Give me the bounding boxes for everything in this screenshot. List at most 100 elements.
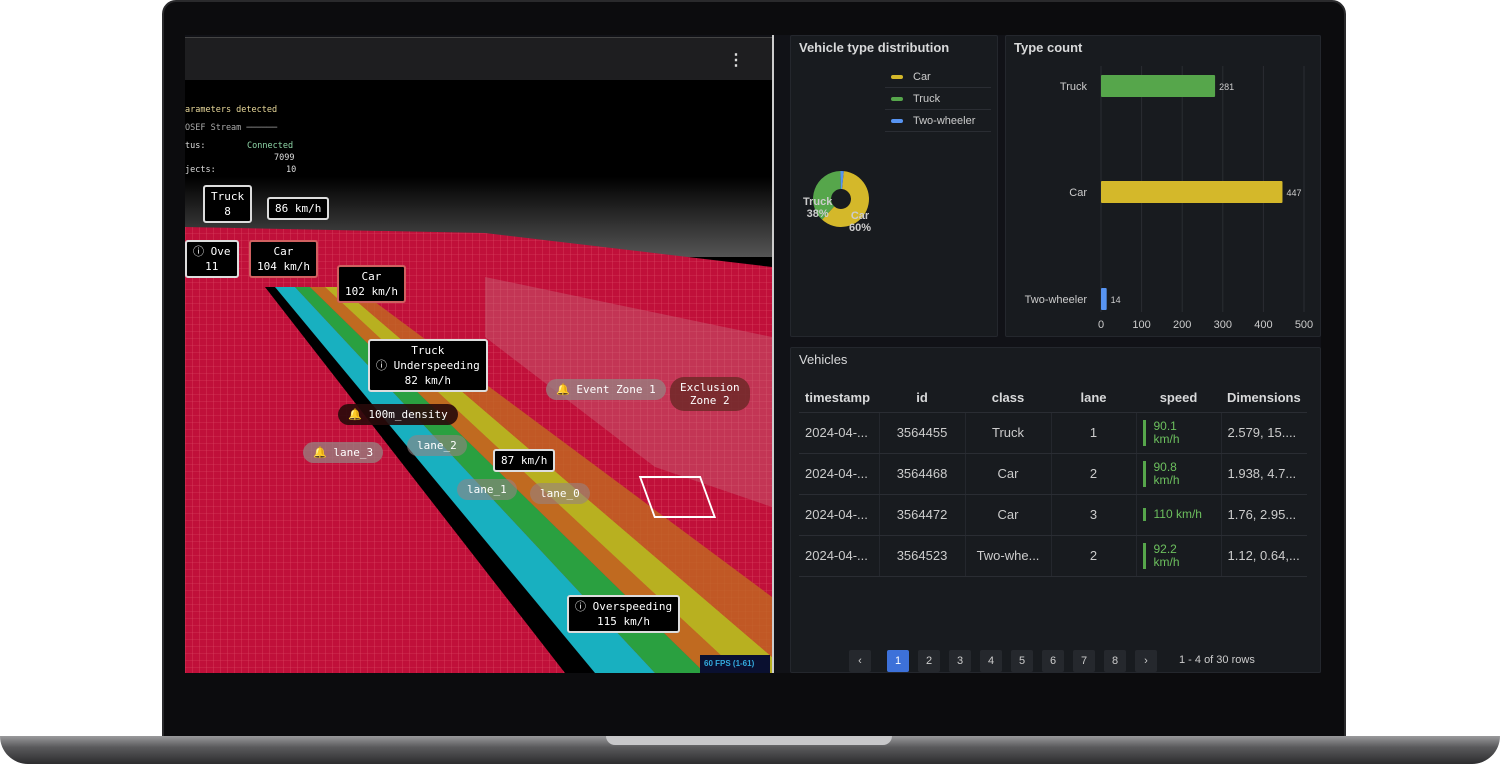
kebab-icon[interactable]: ⋮	[728, 52, 744, 69]
category-label: Car	[1069, 187, 1087, 199]
column-header[interactable]: Dimensions	[1221, 384, 1307, 413]
table-cell: 1.938, 4.7...	[1221, 453, 1307, 495]
table-cell: 110 km/h	[1136, 494, 1222, 536]
table-cell: 2	[1051, 453, 1137, 495]
legend-item-truck[interactable]: Truck	[885, 88, 991, 110]
page-button[interactable]: 7	[1073, 650, 1095, 672]
terminal-value: 7099	[274, 153, 295, 163]
panel-title: Type count	[1014, 40, 1083, 55]
table-cell: 2.579, 15....	[1221, 412, 1307, 454]
panel-title: Vehicle type distribution	[799, 40, 950, 55]
dashboard-screen: ⋮ arameters detected OSEF Stream ────── …	[185, 35, 1321, 673]
table-cell: 1.76, 2.95...	[1221, 494, 1307, 536]
table-cell: 3564523	[879, 535, 966, 577]
object-label[interactable]: 87 km/h	[493, 449, 556, 472]
object-label[interactable]: ⓘ Ove 11	[185, 240, 239, 278]
x-tick-label: 400	[1254, 319, 1272, 331]
object-label[interactable]: Car 102 km/h	[337, 265, 406, 303]
table-cell: 2024-04-...	[799, 453, 880, 495]
page-button[interactable]: 1	[887, 650, 909, 672]
bar-value-label: 281	[1219, 82, 1234, 92]
table-cell: 1.12, 0.64,...	[1221, 535, 1307, 577]
donut-slice[interactable]	[822, 171, 869, 227]
slice-label-truck: Truck 38%	[803, 196, 833, 220]
laptop-notch	[606, 736, 892, 745]
table-row[interactable]: 2024-04-... 3564523 Two-whe... 2 92.2 km/h 1.…	[799, 535, 1307, 577]
fps-counter: 60 FPS (1-61)	[700, 655, 770, 673]
prev-page-button[interactable]: ‹	[849, 650, 871, 672]
column-header[interactable]: lane	[1051, 384, 1136, 413]
type-count-panel: Type count 0 100 200 300 400 500 Truck 281 Car 44…	[1005, 35, 1321, 337]
table-cell: 90.8 km/h	[1136, 453, 1222, 495]
lane-pill[interactable]: lane_2	[407, 435, 467, 456]
object-label[interactable]: Truck ⓘ Underspeeding 82 km/h	[368, 339, 488, 392]
lane-pill[interactable]: lane_0	[530, 483, 590, 504]
split-divider[interactable]	[772, 35, 774, 673]
column-header[interactable]: class	[965, 384, 1051, 413]
terminal-value: 10	[286, 165, 297, 175]
table-cell: 3564472	[879, 494, 966, 536]
page-button[interactable]: 6	[1042, 650, 1064, 672]
legend-item-two-wheeler[interactable]: Two-wheeler	[885, 110, 991, 132]
bar-two-wheeler[interactable]	[1101, 288, 1107, 310]
object-label[interactable]: 86 km/h	[267, 197, 330, 220]
table-cell: 3564468	[879, 453, 966, 495]
table-row[interactable]: 2024-04-... 3564468 Car 2 90.8 km/h 1.938, 4.…	[799, 453, 1307, 495]
bar-chart: 0 100 200 300 400 500 Truck 281 Car 447 Two-wheele…	[1025, 66, 1313, 331]
category-label: Truck	[1060, 81, 1088, 93]
lane-pill[interactable]: 🔔 lane_3	[303, 442, 384, 463]
legend-item-car[interactable]: Car	[885, 66, 991, 88]
column-header[interactable]: id	[879, 384, 965, 413]
legend-label: Two-wheeler	[913, 115, 976, 127]
bar-value-label: 447	[1286, 188, 1301, 198]
lane-pill[interactable]: lane_1	[457, 479, 517, 500]
bar-truck[interactable]	[1101, 75, 1216, 97]
page-button[interactable]: 3	[949, 650, 971, 672]
table-cell: Truck	[965, 412, 1052, 454]
object-label[interactable]: Truck 8	[203, 185, 253, 223]
density-zone-pill[interactable]: 🔔 100m_density	[338, 404, 458, 425]
table-cell: 2024-04-...	[799, 535, 880, 577]
event-zone-pill[interactable]: 🔔 Event Zone 1	[546, 379, 666, 400]
table-cell: Car	[965, 494, 1052, 536]
terminal-line: OSEF Stream ──────	[185, 123, 278, 133]
table-cell: 92.2 km/h	[1136, 535, 1222, 577]
donut-slice[interactable]	[840, 171, 844, 190]
bar-car[interactable]	[1101, 181, 1283, 203]
vehicles-table: timestamp id class lane speed Dimensions…	[799, 384, 1307, 577]
zone-label: Event Zone 1	[576, 383, 656, 396]
x-tick-label: 0	[1098, 319, 1104, 331]
page-button[interactable]: 5	[1011, 650, 1033, 672]
x-tick-label: 500	[1295, 319, 1313, 331]
exclusion-zone-pill[interactable]: Exclusion Zone 2	[670, 377, 750, 411]
table-row[interactable]: 2024-04-... 3564472 Car 3 110 km/h 1.76, 2.95…	[799, 494, 1307, 536]
terminal-line: arameters detected	[185, 105, 278, 115]
page-button[interactable]: 8	[1104, 650, 1126, 672]
rows-summary: 1 - 4 of 30 rows	[1179, 654, 1255, 666]
legend-label: Car	[913, 71, 931, 83]
column-header[interactable]: timestamp	[799, 384, 879, 413]
page-button[interactable]: 4	[980, 650, 1002, 672]
table-cell: 2024-04-...	[799, 412, 880, 454]
donut-slice[interactable]	[813, 171, 841, 220]
page-button[interactable]: 2	[918, 650, 940, 672]
donut-chart	[813, 171, 869, 227]
column-header[interactable]: speed	[1136, 384, 1221, 413]
3d-viewer[interactable]: ⋮ arameters detected OSEF Stream ────── …	[185, 37, 772, 673]
viewer-header: ⋮	[185, 37, 772, 80]
x-tick-label: 100	[1132, 319, 1150, 331]
table-cell: 1	[1051, 412, 1137, 454]
x-tick-label: 200	[1173, 319, 1191, 331]
object-label[interactable]: Car 104 km/h	[249, 240, 318, 278]
vehicles-panel: Vehicles timestamp id class lane speed D…	[790, 347, 1321, 673]
table-cell: 3564455	[879, 412, 966, 454]
next-page-button[interactable]: ›	[1135, 650, 1157, 672]
table-cell: 3	[1051, 494, 1137, 536]
table-cell: 90.1 km/h	[1136, 412, 1222, 454]
table-cell: 2024-04-...	[799, 494, 880, 536]
table-cell: Car	[965, 453, 1052, 495]
object-label[interactable]: ⓘ Overspeeding 115 km/h	[567, 595, 681, 633]
table-row[interactable]: 2024-04-... 3564455 Truck 1 90.1 km/h 2.579, …	[799, 412, 1307, 454]
panel-title: Vehicles	[799, 352, 848, 367]
table-cell: Two-whe...	[965, 535, 1052, 577]
